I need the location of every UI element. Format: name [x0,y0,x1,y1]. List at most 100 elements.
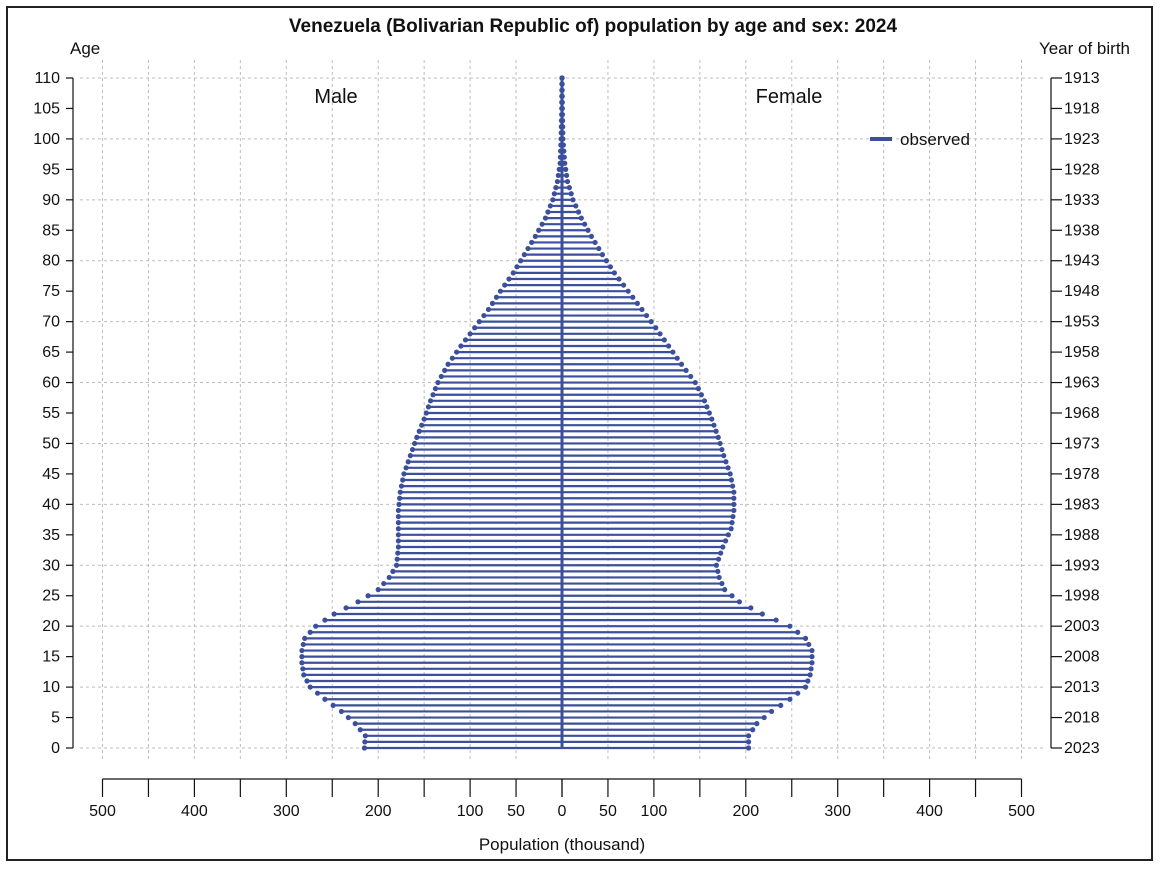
point-female-age-26 [722,587,728,593]
point-female-age-91 [568,191,574,197]
point-male-age-31 [394,556,400,562]
point-male-age-12 [301,672,307,678]
legend-entry-observed: observed [900,130,970,149]
age-tick-label: 65 [42,344,60,361]
point-female-age-70 [648,319,654,325]
point-female-age-33 [720,544,726,550]
point-male-age-7 [330,702,336,708]
age-tick-label: 45 [42,466,60,483]
point-male-age-22 [331,611,337,617]
point-female-age-64 [674,355,680,361]
age-tick-label: 60 [42,375,60,392]
age-tick-label: 35 [42,527,60,544]
point-male-age-11 [304,678,310,684]
point-female-age-79 [607,264,614,270]
point-female-age-12 [807,672,813,678]
point-female-age-9 [795,690,801,696]
point-female-age-62 [683,367,689,373]
point-male-age-30 [393,562,400,568]
point-male-age-56 [425,404,432,410]
age-tick-label: 30 [42,557,60,574]
point-male-age-48 [407,453,413,459]
point-male-age-10 [307,684,313,690]
point-female-age-3 [750,727,756,733]
point-male-age-41 [397,495,403,501]
point-female-age-49 [719,446,725,453]
age-tick-label: 50 [42,435,60,452]
point-female-age-67 [661,337,667,343]
point-female-age-90 [570,197,576,203]
point-male-age-45 [401,471,407,477]
point-male-age-9 [314,690,321,696]
point-female-age-55 [706,410,712,416]
year-tick-label: 1943 [1064,253,1100,270]
female-side-label: Female [756,86,823,108]
point-male-age-13 [300,666,306,672]
point-female-age-63 [678,361,685,367]
point-female-age-30 [713,562,719,568]
age-tick-label: 40 [42,496,60,513]
point-female-age-82 [596,245,602,252]
point-female-age-59 [695,386,701,392]
point-female-age-54 [709,416,715,422]
point-female-age-83 [592,239,598,246]
point-female-age-41 [731,495,737,501]
point-male-age-53 [419,422,425,428]
point-male-age-81 [521,252,527,258]
point-male-age-58 [430,392,436,398]
point-female-age-84 [588,233,595,239]
x-tick-label-female: 400 [916,803,943,820]
point-male-age-39 [395,507,402,514]
point-male-age-67 [462,337,469,343]
year-tick-label: 2013 [1064,679,1100,696]
point-female-age-93 [564,178,571,185]
point-female-age-86 [582,221,588,227]
x-tick-label-male: 300 [273,803,300,820]
year-tick-label: 1958 [1064,344,1100,361]
point-male-age-64 [449,355,455,361]
point-female-age-7 [778,702,784,708]
point-male-age-20 [313,623,319,629]
year-tick-label: 1968 [1064,405,1100,422]
point-female-age-56 [704,404,710,410]
point-male-age-37 [395,520,402,526]
point-male-age-82 [525,245,531,252]
male-side-label: Male [314,86,357,108]
point-male-age-63 [445,361,451,367]
year-tick-label: 1993 [1064,557,1100,574]
point-male-age-5 [345,714,351,721]
year-tick-label: 1913 [1064,70,1100,87]
point-male-age-15 [299,654,305,660]
point-male-age-28 [386,574,392,581]
point-male-age-92 [553,185,559,191]
point-male-age-4 [352,721,358,727]
age-tick-label: 5 [51,710,60,727]
point-female-age-42 [731,489,737,495]
point-male-age-16 [299,647,305,654]
point-male-age-25 [365,593,371,599]
point-female-age-44 [728,477,735,483]
point-male-age-77 [506,276,512,282]
point-female-age-11 [805,678,811,684]
point-male-age-57 [427,398,434,404]
point-male-age-1 [362,739,368,745]
age-tick-label: 0 [51,740,60,757]
point-male-age-6 [338,708,345,715]
point-male-age-18 [302,635,308,641]
point-female-age-16 [809,647,815,654]
point-male-age-75 [497,288,504,294]
year-tick-label: 1918 [1064,100,1100,117]
point-male-age-40 [396,501,402,507]
point-male-age-70 [476,319,482,325]
point-female-age-28 [716,574,722,581]
point-female-age-13 [808,666,814,672]
x-tick-label-female: 50 [599,803,617,820]
point-female-age-21 [773,617,779,623]
point-male-age-33 [395,544,402,550]
point-male-age-34 [395,538,402,544]
point-female-age-1 [745,739,752,745]
year-tick-label: 1948 [1064,283,1100,300]
point-male-age-21 [322,617,328,623]
point-female-age-57 [701,398,708,404]
